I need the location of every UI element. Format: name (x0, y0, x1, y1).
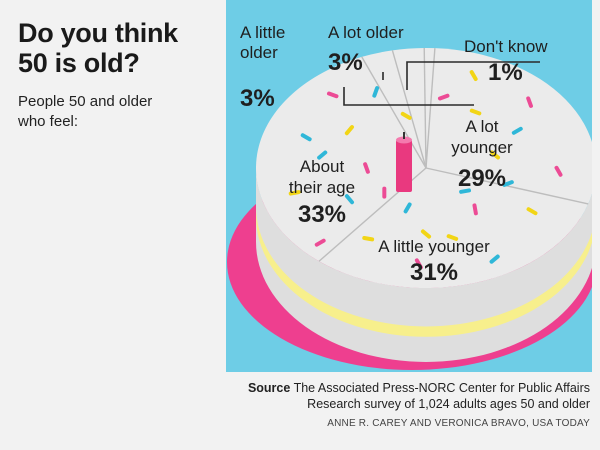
sprinkle (344, 194, 355, 205)
leader-line (343, 87, 474, 106)
slice-value: 31% (410, 259, 458, 286)
sprinkle (300, 133, 312, 142)
sprinkles (288, 70, 563, 270)
chart-subtitle: People 50 and older who feel: (18, 92, 218, 132)
sprinkle (314, 238, 326, 247)
candle-body (396, 140, 412, 192)
sprinkle (437, 93, 450, 101)
slice-label: Don't know (464, 37, 548, 56)
sprinkle (400, 111, 412, 120)
sprinkle (472, 203, 478, 216)
sprinkle (489, 150, 501, 160)
slice-value: 1% (488, 59, 523, 86)
leader-lines (343, 61, 540, 106)
sprinkle (469, 70, 478, 81)
slice-label: A lot older (328, 23, 404, 42)
slice-divider (391, 50, 427, 169)
slice-labels: A lot younger 29% A little younger 31% About t… (240, 23, 548, 286)
slice-label: A little younger (378, 237, 490, 256)
sprinkle (459, 188, 472, 194)
sprinkle (288, 190, 301, 196)
slice-label: older (240, 43, 278, 62)
pie-slice (319, 168, 589, 288)
sprinkle (526, 207, 538, 216)
subtitle-line-1: People 50 and older (18, 93, 153, 110)
pie-slices (255, 48, 592, 288)
sprinkle (344, 125, 354, 136)
slice-label: A lot (465, 117, 498, 136)
slice-label: About (300, 157, 345, 176)
slice-divider (425, 48, 436, 169)
title-line-1: Do you think (18, 18, 178, 48)
sprinkle (372, 86, 380, 98)
title-line-2: 50 is old? (18, 48, 140, 78)
sprinkle (446, 234, 459, 241)
sprinkle (554, 165, 563, 177)
leader-line (406, 61, 540, 90)
sprinkle (362, 235, 375, 242)
sprinkle (382, 186, 387, 199)
sprinkle (317, 150, 328, 160)
sprinkle (414, 258, 423, 270)
source-note: Source The Associated Press-NORC Center … (226, 380, 590, 412)
subtitle-line-2: who feel: (18, 113, 79, 130)
slice-label: A little (240, 23, 285, 42)
slice-label: younger (451, 138, 513, 157)
sprinkle (511, 126, 523, 135)
sprinkle (326, 91, 339, 99)
credit-line: ANNE R. CAREY AND VERONICA BRAVO, USA TO… (327, 418, 590, 429)
slice-value: 29% (458, 165, 506, 192)
pie-slice (255, 56, 426, 262)
sprinkle (502, 180, 514, 187)
pie-slice (426, 48, 592, 204)
candle (396, 132, 412, 192)
cake-pie-chart: A lot younger 29% A little younger 31% About t… (227, 23, 592, 370)
source-line-1: The Associated Press-NORC Center for Pub… (290, 381, 590, 395)
sprinkle (420, 229, 432, 239)
slice-value: 33% (298, 201, 346, 228)
source-label: Source (247, 381, 291, 395)
slice-label: their age (289, 178, 355, 197)
slice-divider (423, 47, 427, 169)
sprinkle (469, 108, 482, 116)
sprinkle (363, 162, 370, 174)
sprinkle (489, 254, 500, 264)
slice-value: 3% (328, 49, 363, 76)
sprinkle (403, 202, 412, 214)
source-line-2: Research survey of 1,024 adults ages 50 … (307, 397, 590, 411)
chart-title: Do you think 50 is old? (18, 18, 218, 78)
slice-value: 3% (240, 85, 275, 112)
slice-divider (361, 56, 427, 169)
chart-panel: A lot younger 29% A little younger 31% About t… (226, 0, 592, 372)
sprinkle (526, 96, 533, 108)
candle-top (396, 136, 412, 144)
